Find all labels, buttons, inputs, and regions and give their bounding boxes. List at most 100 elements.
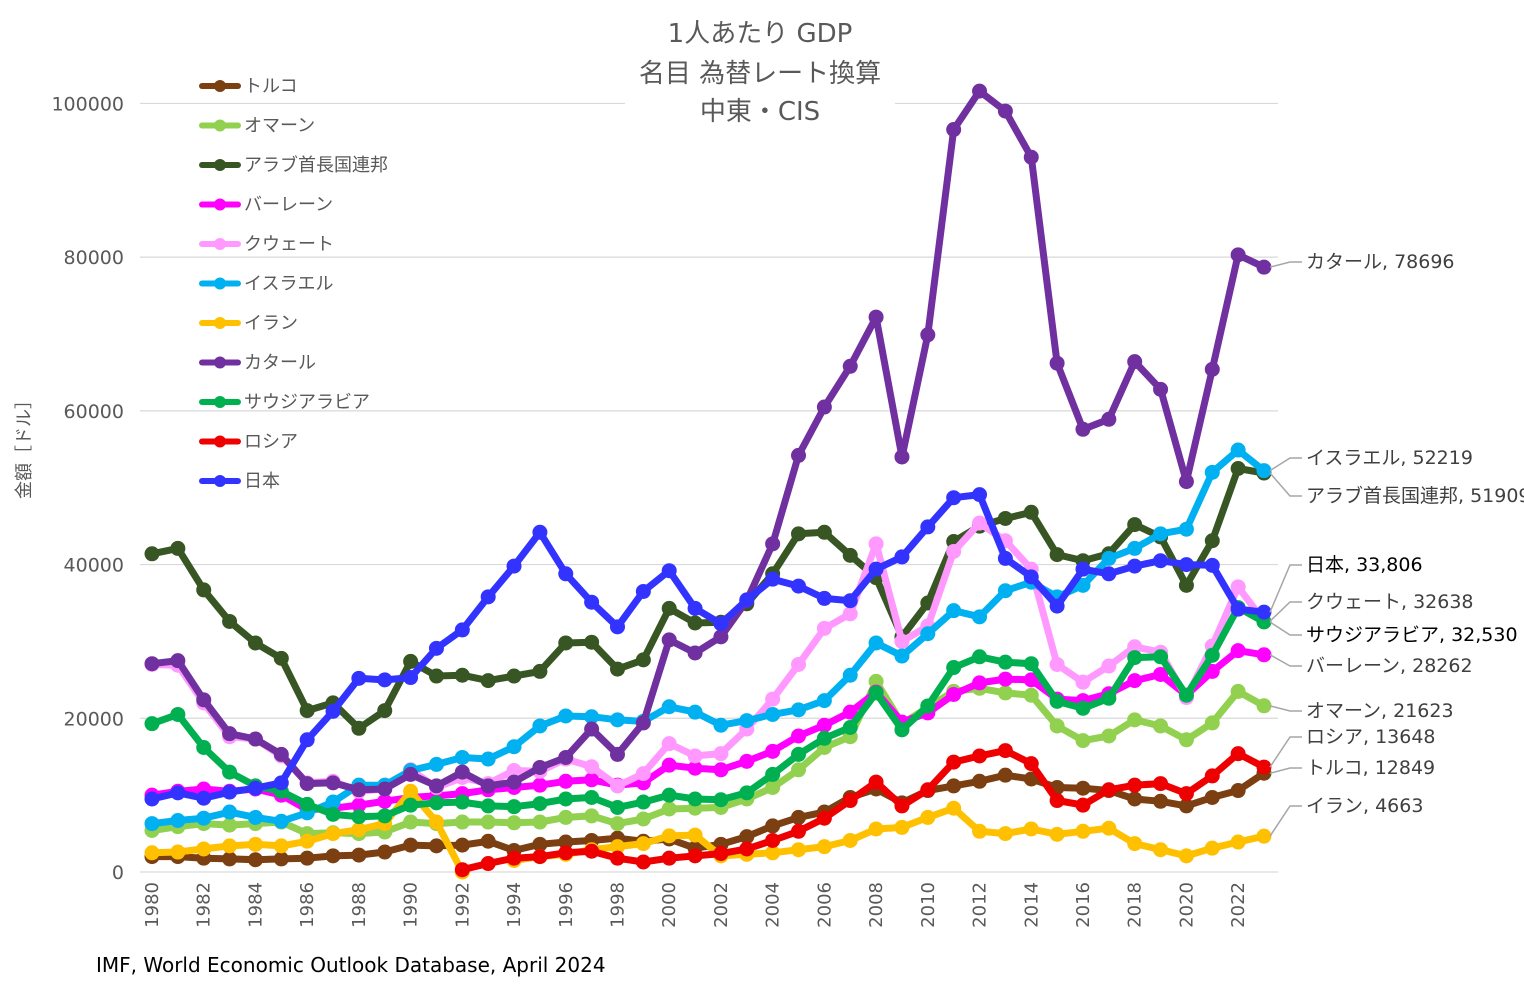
data-point (661, 736, 677, 752)
data-point (791, 702, 807, 718)
data-point (222, 817, 238, 833)
data-point (1178, 577, 1194, 593)
data-point (247, 731, 263, 747)
data-point (1127, 777, 1143, 793)
data-point (428, 795, 444, 811)
data-point (558, 635, 574, 651)
data-point (635, 583, 651, 599)
data-point (868, 309, 884, 325)
data-point (1023, 771, 1039, 787)
end-label-text: クウェート, 32638 (1306, 591, 1474, 613)
end-label-text: 日本, 33,806 (1306, 554, 1423, 576)
data-point (222, 838, 238, 854)
data-point (351, 809, 367, 825)
data-point (377, 808, 393, 824)
legend-label: クウェート (244, 234, 334, 255)
data-point (765, 779, 781, 795)
data-point (532, 524, 548, 540)
data-point (1075, 577, 1091, 593)
data-point (997, 767, 1013, 783)
data-point (1153, 776, 1169, 792)
data-point (299, 833, 315, 849)
series-line (144, 83, 1272, 798)
data-point (170, 785, 186, 801)
data-point (351, 720, 367, 736)
data-point (946, 490, 962, 506)
data-point (1256, 698, 1272, 714)
data-point (506, 815, 522, 831)
y-axis-ticks: 0 20000 40000 60000 80000 100000 (51, 93, 124, 884)
legend-swatch-marker (214, 159, 226, 171)
data-point (609, 746, 625, 762)
data-point (428, 814, 444, 830)
data-point (609, 839, 625, 855)
data-point (506, 850, 522, 866)
data-point (1075, 421, 1091, 437)
x-tick-label: 2016 (1073, 882, 1094, 928)
data-point (1023, 149, 1039, 165)
leader-line (1269, 457, 1302, 472)
data-point (1075, 823, 1091, 839)
data-point (480, 814, 496, 830)
legend-label: サウジアラビア (244, 392, 370, 413)
data-point (1256, 828, 1272, 844)
data-point (816, 693, 832, 709)
data-point (1230, 579, 1246, 595)
data-point (454, 862, 470, 878)
data-point (635, 652, 651, 668)
x-tick-label: 1990 (401, 882, 422, 928)
leader-line (1269, 654, 1302, 667)
data-point (403, 814, 419, 830)
data-point (196, 582, 212, 598)
end-label-text: サウジアラビア, 32,530 (1306, 624, 1518, 646)
end-label-text: ロシア, 13648 (1306, 726, 1436, 748)
data-point (635, 854, 651, 870)
data-point (687, 827, 703, 843)
data-point (532, 814, 548, 830)
data-point (842, 358, 858, 374)
end-label-text: アラブ首長国連邦, 51909 (1306, 484, 1524, 507)
data-point (894, 633, 910, 649)
data-point (842, 547, 858, 563)
x-tick-label: 1988 (349, 882, 370, 928)
data-point (687, 791, 703, 807)
data-point (1101, 566, 1117, 582)
data-point (299, 703, 315, 719)
data-point (661, 563, 677, 579)
data-point (997, 510, 1013, 526)
title-line-2: 名目 為替レート換算 (639, 59, 881, 89)
x-tick-label: 2010 (918, 882, 939, 928)
end-label: イラン, 4663 (1269, 795, 1423, 837)
data-point (661, 850, 677, 866)
data-point (403, 670, 419, 686)
end-labels: カタール, 78696 イスラエル, 52219 アラブ首長国連邦, 51909 日本… (1269, 251, 1524, 837)
series-line (144, 673, 1272, 842)
data-point (972, 649, 988, 665)
data-point (842, 720, 858, 736)
data-point (584, 634, 600, 650)
data-point (816, 524, 832, 540)
data-point (144, 791, 160, 807)
data-point (454, 749, 470, 765)
data-point (558, 566, 574, 582)
data-point (532, 777, 548, 793)
data-point (868, 673, 884, 689)
x-tick-label: 1986 (297, 882, 318, 928)
series-path (148, 519, 1268, 795)
data-point (1256, 463, 1272, 479)
data-point (635, 715, 651, 731)
end-label-text: バーレーン, 28262 (1306, 655, 1473, 677)
data-point (1075, 733, 1091, 749)
legend-label: オマーン (244, 116, 315, 137)
data-point (273, 775, 289, 791)
x-tick-label: 2000 (659, 882, 680, 928)
data-point (222, 804, 238, 820)
x-tick-label: 1998 (607, 882, 628, 928)
data-point (972, 609, 988, 625)
legend-label: トルコ (244, 76, 298, 97)
data-point (532, 836, 548, 852)
data-point (1023, 687, 1039, 703)
data-point (920, 519, 936, 535)
data-point (1023, 656, 1039, 672)
title-line-3: 中東・CIS (700, 97, 820, 127)
